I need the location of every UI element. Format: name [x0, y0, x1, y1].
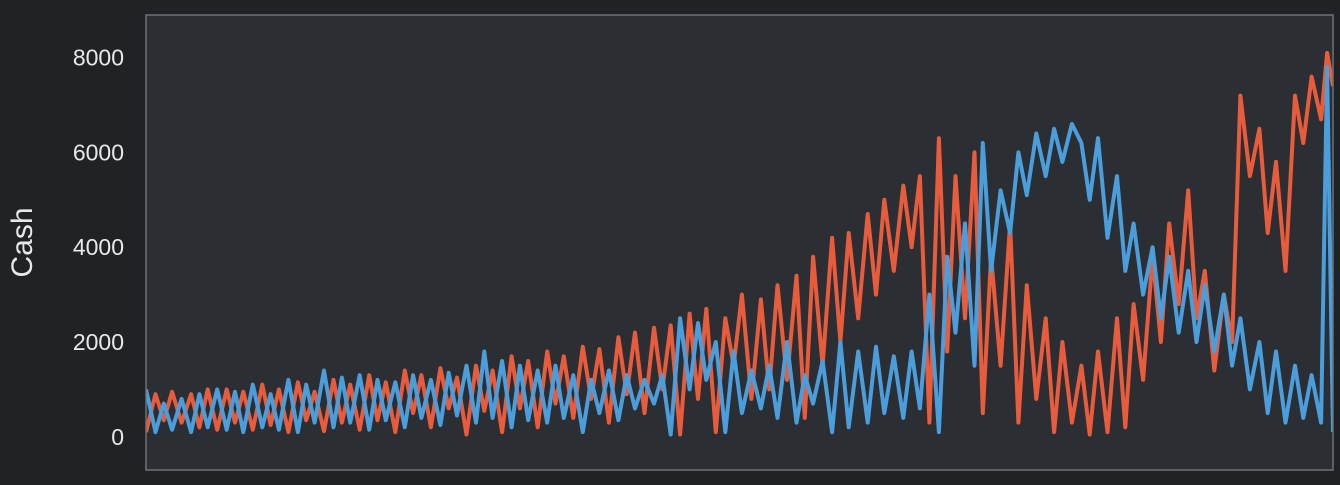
y-axis-ticks: 0 2000 4000 6000 8000 [73, 45, 124, 450]
series-line-2 [146, 65, 1333, 437]
plot-frame [145, 14, 1334, 471]
y-tick-label: 0 [111, 424, 124, 450]
y-tick-label: 6000 [73, 139, 124, 165]
y-tick-label: 2000 [73, 329, 124, 355]
series-layer [146, 50, 1333, 437]
series-line-1 [146, 50, 1333, 437]
y-axis-label: Cash [6, 207, 39, 277]
y-tick-label: 8000 [73, 45, 124, 71]
y-tick-label: 4000 [73, 234, 124, 260]
